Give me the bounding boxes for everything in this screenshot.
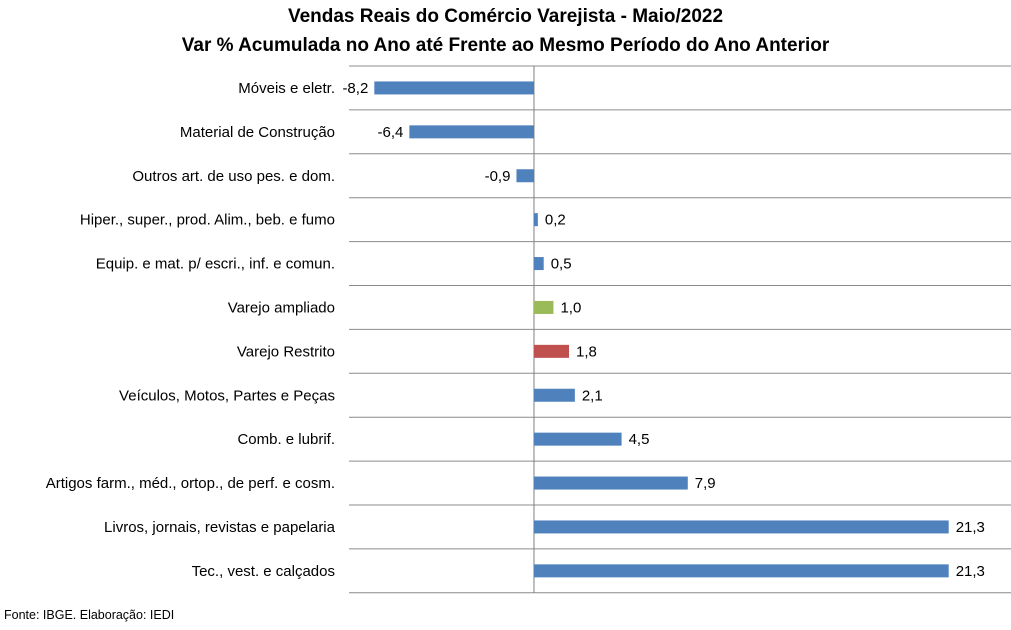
bar (533, 257, 544, 271)
category-label: Móveis e eletr. (238, 80, 335, 97)
category-label: Tec., vest. e calçados (192, 563, 335, 580)
bar (533, 476, 688, 490)
data-label: 7,9 (695, 475, 716, 492)
data-label: -8,2 (342, 80, 368, 97)
data-label: 2,1 (582, 387, 603, 404)
data-label: 4,5 (629, 431, 650, 448)
category-label: Livros, jornais, revistas e papelaria (104, 519, 336, 536)
category-label: Equip. e mat. p/ escri., inf. e comun. (96, 256, 335, 273)
data-label: 21,3 (956, 519, 985, 536)
bar (533, 432, 622, 446)
data-label: 1,8 (576, 343, 597, 360)
bar (533, 300, 554, 314)
category-label: Varejo Restrito (237, 343, 335, 360)
category-label: Artigos farm., méd., ortop., de perf. e … (46, 475, 335, 492)
category-label: Material de Construção (180, 124, 335, 141)
category-label: Varejo ampliado (228, 299, 335, 316)
data-label: -6,4 (377, 124, 403, 141)
bar (409, 125, 534, 139)
data-label: 21,3 (956, 563, 985, 580)
chart-title: Vendas Reais do Comércio Varejista - Mai… (287, 6, 724, 27)
bar (374, 81, 534, 95)
bar (533, 213, 538, 227)
source-note: Fonte: IBGE. Elaboração: IEDI (4, 608, 175, 622)
chart-subtitle: Var % Acumulada no Ano até Frente ao Mes… (181, 35, 830, 56)
bar-chart: Móveis e eletr. -8,2 Material de Construçã… (46, 65, 1011, 594)
bar (533, 520, 949, 534)
bar (533, 564, 949, 578)
data-label: 0,2 (545, 212, 566, 229)
bar (516, 169, 534, 183)
data-label: -0,9 (485, 168, 511, 185)
data-label: 0,5 (551, 256, 572, 273)
category-label: Veículos, Motos, Partes e Peças (119, 387, 335, 404)
data-label: 1,0 (560, 299, 581, 316)
bar (533, 388, 575, 402)
bar (533, 344, 570, 358)
category-label: Comb. e lubrif. (237, 431, 335, 448)
category-label: Outros art. de uso pes. e dom. (132, 168, 335, 185)
category-label: Hiper., super., prod. Alim., beb. e fumo (80, 212, 335, 229)
